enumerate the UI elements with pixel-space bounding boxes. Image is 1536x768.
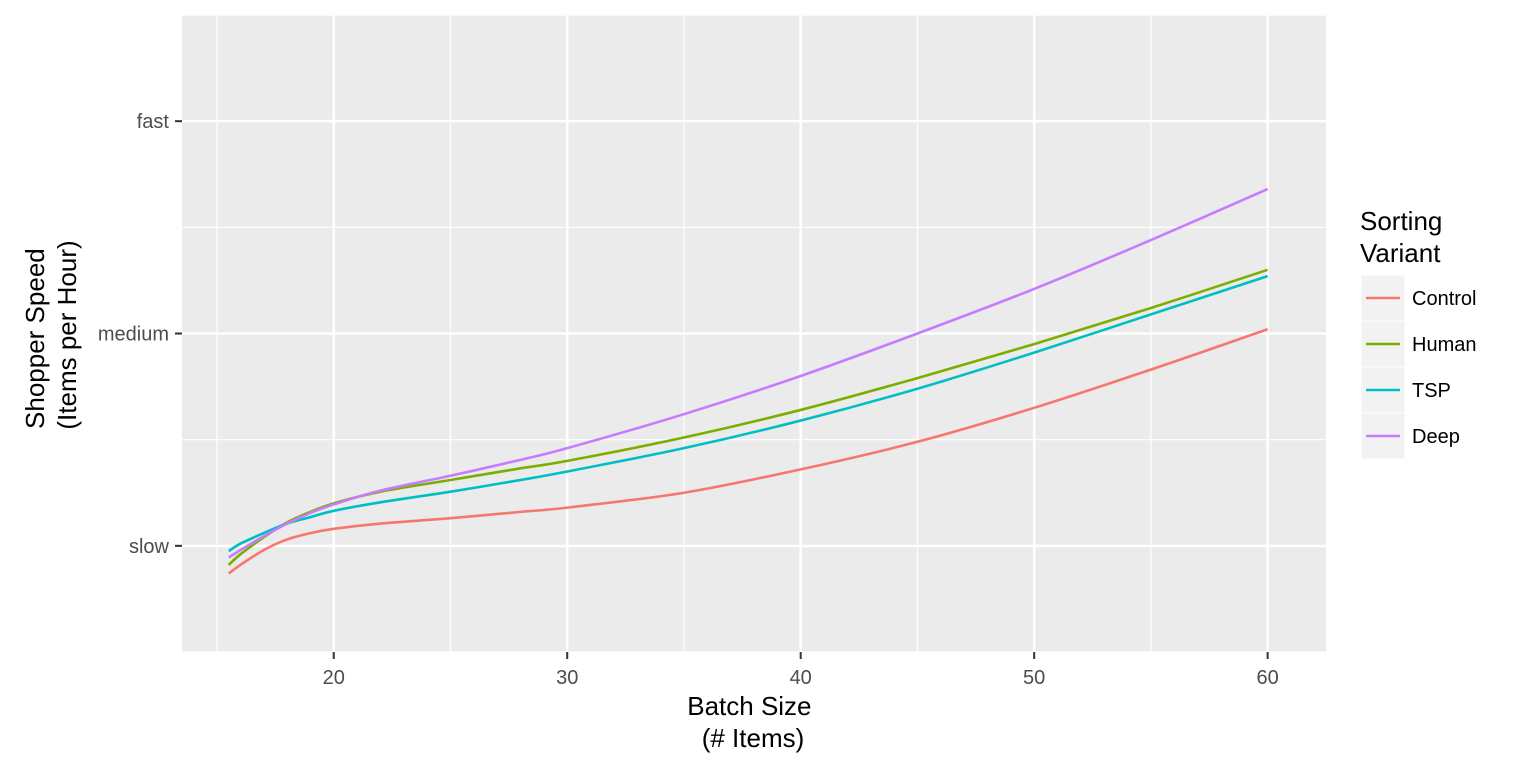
x-axis-title-line1: Batch Size [687, 691, 811, 721]
x-axis: 20 30 40 50 60 [323, 652, 1279, 689]
y-axis-title: Shopper Speed (Items per Hour) [20, 240, 82, 429]
x-axis-title: Batch Size (# Items) [687, 691, 819, 753]
series-line-control [227, 328, 1269, 575]
major-gridlines [182, 15, 1326, 652]
legend-label-deep: Deep [1412, 426, 1460, 448]
legend-keys: Control Human TSP Deep [1360, 274, 1476, 460]
legend-title-line2: Variant [1360, 238, 1441, 268]
x-tick-label: 40 [790, 667, 812, 689]
y-axis: slow medium fast [98, 111, 182, 558]
y-tick-label-slow: slow [129, 536, 170, 558]
svg-text:Shopper Speed (Items per: Shopper Speed (Items per Hour) [20, 240, 82, 429]
x-tick-label: 30 [556, 667, 578, 689]
series-lines [227, 187, 1269, 575]
y-tick-label-medium: medium [98, 324, 169, 346]
y-axis-title-line2: (Items per Hour) [52, 240, 82, 429]
legend-title: Sorting Variant [1360, 206, 1450, 268]
x-axis-title-line2: (# Items) [702, 723, 805, 753]
x-tick-label: 60 [1257, 667, 1279, 689]
x-tick-label: 20 [323, 667, 345, 689]
x-tick-label: 50 [1023, 667, 1045, 689]
y-axis-title-line1: Shopper Speed [20, 248, 50, 429]
y-tick-label-fast: fast [137, 111, 170, 133]
legend-label-control: Control [1412, 288, 1476, 310]
series-line-deep [227, 187, 1269, 559]
legend-label-tsp: TSP [1412, 380, 1451, 402]
legend-title-line1: Sorting [1360, 206, 1442, 236]
legend-label-human: Human [1412, 334, 1476, 356]
legend: Sorting Variant Control Human TSP Deep [1360, 206, 1476, 460]
